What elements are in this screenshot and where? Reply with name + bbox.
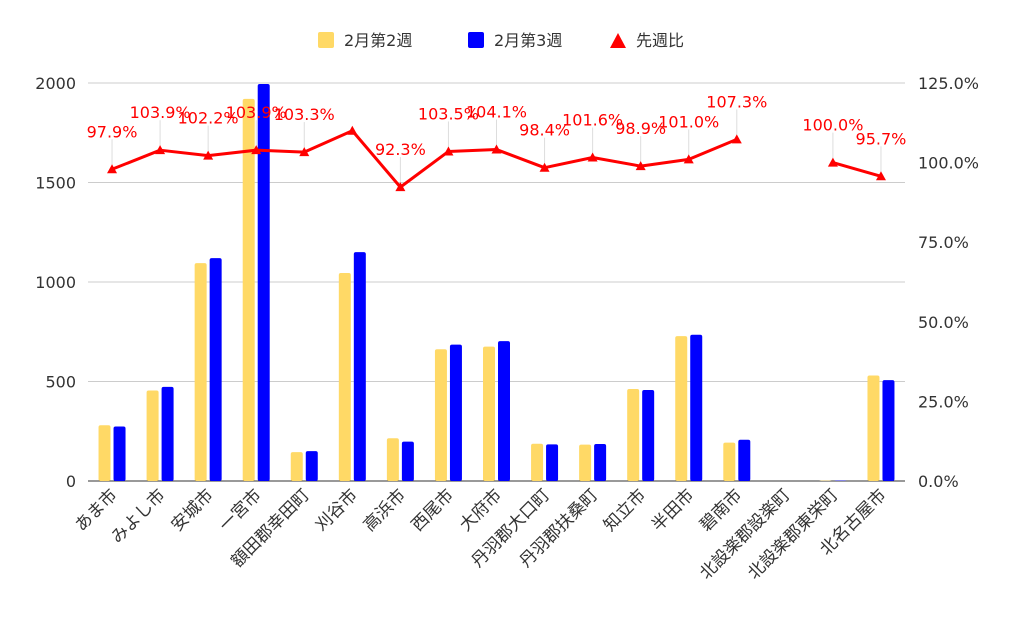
bar-week3 <box>114 426 126 481</box>
ratio-data-label: 101.0% <box>658 112 719 131</box>
left-tick-label: 1000 <box>35 273 76 292</box>
bar-week2 <box>675 336 687 481</box>
right-tick-label: 25.0% <box>918 392 969 411</box>
ratio-data-label: 92.3% <box>375 140 426 159</box>
bar-week2 <box>99 425 111 481</box>
bar-week2 <box>291 452 303 481</box>
bar-week2 <box>435 349 447 481</box>
bar-week2 <box>339 273 351 481</box>
right-tick-label: 50.0% <box>918 313 969 332</box>
bar-week3 <box>354 252 366 481</box>
ratio-data-label: 107.3% <box>706 92 767 111</box>
right-tick-label: 75.0% <box>918 233 969 252</box>
bar-week3 <box>882 380 894 481</box>
legend-swatch-0 <box>318 32 334 48</box>
category-label: 西尾市 <box>408 485 458 535</box>
bar-week2 <box>387 438 399 481</box>
bar-week3 <box>690 335 702 481</box>
legend-label: 2月第2週 <box>344 31 412 50</box>
right-tick-label: 125.0% <box>918 74 979 93</box>
bar-week2 <box>627 389 639 481</box>
bar-week2 <box>531 444 543 481</box>
legend-triangle-icon <box>610 33 626 48</box>
bar-week3 <box>258 84 270 481</box>
bar-week3 <box>738 440 750 481</box>
legend-swatch-1 <box>468 32 484 48</box>
left-tick-label: 500 <box>45 373 76 392</box>
left-tick-label: 2000 <box>35 74 76 93</box>
bar-week3 <box>402 442 414 481</box>
bar-week3 <box>498 341 510 481</box>
ratio-data-label: 100.0% <box>802 116 863 135</box>
category-label: 安城市 <box>167 485 217 535</box>
bar-week3 <box>210 258 222 481</box>
right-tick-label: 100.0% <box>918 154 979 173</box>
bar-week2 <box>147 390 159 481</box>
ratio-data-label: 103.3% <box>274 105 335 124</box>
bar-week2 <box>723 443 735 481</box>
ratio-data-label: 104.1% <box>466 103 527 122</box>
bar-week3 <box>450 345 462 481</box>
ratio-data-label: 95.7% <box>856 129 907 148</box>
bar-week2 <box>483 347 495 481</box>
bar-week2 <box>195 263 207 481</box>
ratio-line <box>833 163 881 177</box>
legend-label: 先週比 <box>636 31 684 50</box>
right-tick-label: 0.0% <box>918 472 959 491</box>
bar-week3 <box>162 387 174 481</box>
ratio-point <box>732 134 742 143</box>
bar-week3 <box>642 390 654 481</box>
bar-week2 <box>243 99 255 481</box>
left-tick-label: 1500 <box>35 174 76 193</box>
bar-week2 <box>579 445 591 481</box>
bar-week3 <box>546 444 558 481</box>
ratio-data-label: 97.9% <box>87 122 138 141</box>
bar-week2 <box>867 376 879 481</box>
legend-label: 2月第3週 <box>494 31 562 50</box>
category-label: 半田市 <box>648 485 698 535</box>
category-label: 知立市 <box>600 485 650 535</box>
ratio-data-label: 101.6% <box>562 111 623 130</box>
ratio-point <box>347 126 357 135</box>
bar-week3 <box>594 444 606 481</box>
category-label: 高浜市 <box>360 485 410 535</box>
left-tick-label: 0 <box>66 472 76 491</box>
category-label: 刈谷市 <box>312 485 362 535</box>
bar-week3 <box>306 451 318 481</box>
